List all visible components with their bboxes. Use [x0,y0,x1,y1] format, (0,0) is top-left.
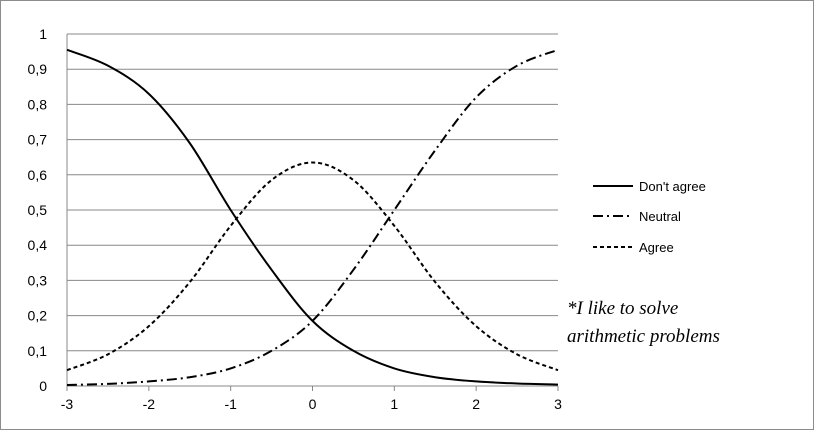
y-tick-label: 0,1 [28,343,48,359]
x-tick-label: -3 [61,396,74,412]
legend-label-dont-agree: Don't agree [639,179,706,194]
y-tick-label: 0 [39,378,47,394]
x-tick-label: 3 [554,396,562,412]
x-tick-label: 1 [390,396,398,412]
y-tick-label: 0,9 [28,61,48,77]
series-lines [66,48,559,386]
series-line-don-t-agree [66,48,559,386]
annotation-line-1: *I like to solve [567,298,678,319]
y-tick-label: 0,3 [28,272,48,288]
x-tick-label: 2 [472,396,480,412]
x-tick-label: -1 [224,396,237,412]
y-tick-label: 0,7 [28,132,48,148]
y-tick-label: 1 [39,26,47,42]
axes: 0 0,1 0,2 0,3 0,4 0,5 0,6 0,7 0,8 0,9 1 -3 -2 -1 0 1 2 3 [28,26,563,412]
y-tick-label: 0,8 [28,96,48,112]
legend: Don't agree Neutral Agree [593,179,706,255]
series-line-neutral [66,48,559,386]
x-tick-label: -2 [143,396,156,412]
legend-label-neutral: Neutral [639,209,681,224]
y-tick-label: 0,6 [28,167,48,183]
series-line-agree [66,161,559,372]
grid-lines [67,33,558,352]
annotation-line-2: arithmetic problems [567,326,720,347]
y-tick-label: 0,2 [28,308,48,324]
legend-label-agree: Agree [639,240,674,255]
y-tick-label: 0,4 [28,237,48,253]
y-tick-label: 0,5 [28,202,48,218]
x-tick-label: 0 [309,396,317,412]
